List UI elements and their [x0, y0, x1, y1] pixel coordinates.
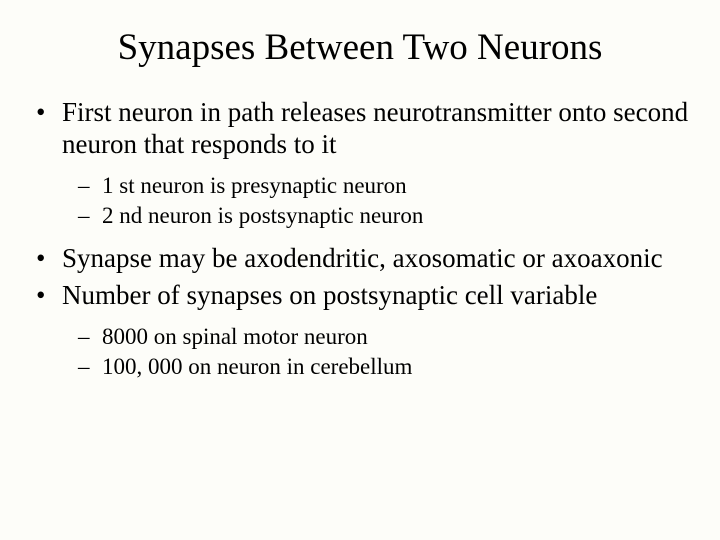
sub-list: 8000 on spinal motor neuron 100, 000 on … [62, 322, 690, 382]
bullet-list: First neuron in path releases neurotrans… [30, 97, 690, 382]
bullet-text: Synapse may be axodendritic, axosomatic … [62, 243, 663, 273]
slide-title: Synapses Between Two Neurons [30, 26, 690, 69]
sub-list-item: 2 nd neuron is postsynaptic neuron [78, 201, 690, 231]
sub-list: 1 st neuron is presynaptic neuron 2 nd n… [62, 171, 690, 231]
list-item: Number of synapses on postsynaptic cell … [30, 280, 690, 382]
bullet-text: Number of synapses on postsynaptic cell … [62, 280, 597, 310]
sub-list-item: 1 st neuron is presynaptic neuron [78, 171, 690, 201]
sub-list-item: 8000 on spinal motor neuron [78, 322, 690, 352]
list-item: Synapse may be axodendritic, axosomatic … [30, 243, 690, 275]
bullet-text: First neuron in path releases neurotrans… [62, 97, 688, 159]
list-item: First neuron in path releases neurotrans… [30, 97, 690, 231]
sub-list-item: 100, 000 on neuron in cerebellum [78, 352, 690, 382]
